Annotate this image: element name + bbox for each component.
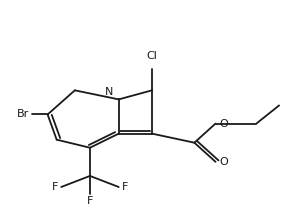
Text: N: N	[105, 87, 113, 97]
Text: F: F	[87, 196, 93, 206]
Text: O: O	[219, 119, 228, 129]
Text: Br: Br	[17, 109, 29, 119]
Text: F: F	[122, 182, 128, 192]
Text: F: F	[52, 182, 58, 192]
Text: Cl: Cl	[147, 51, 157, 61]
Text: O: O	[219, 157, 228, 167]
